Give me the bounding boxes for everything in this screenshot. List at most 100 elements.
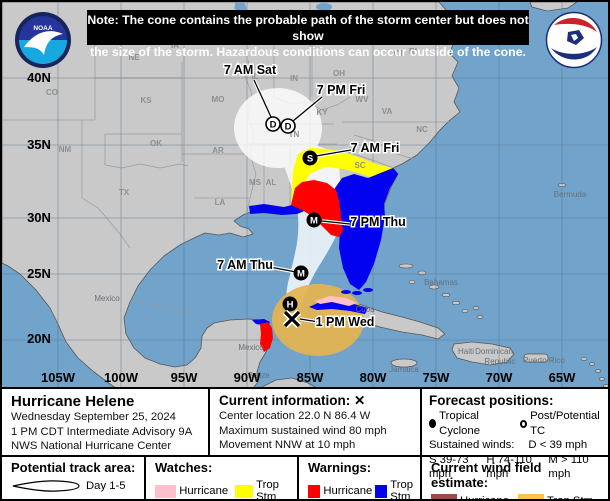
svg-text:Haiti: Haiti [458,347,474,356]
island-puerto-rico [523,353,549,363]
forecast-position-markers: D D S M M H [265,116,322,329]
current-position-marker [282,309,302,329]
movement: Movement NNW at 10 mph [219,439,356,452]
warnings-title: Warnings: [308,460,372,475]
svg-text:100W: 100W [104,370,139,385]
svg-text:20N: 20N [27,331,51,346]
ts-warning-area-panhandle [249,203,307,215]
svg-text:AR: AR [212,146,224,155]
nws-logo: National Weather Service [545,11,603,69]
wind-field-section: Current wind field estimate: Hurricane T… [420,457,608,499]
svg-text:OH: OH [333,69,345,78]
svg-text:MO: MO [212,95,225,104]
wind-field-title: Current wind field estimate: [431,460,542,490]
svg-text:SC: SC [354,161,365,170]
svg-text:KY: KY [316,108,328,117]
wind-category-s: S 39-73 mph [429,453,469,481]
ts-warning-swatch [374,484,388,498]
nws-logo-graphic: National Weather Service [545,11,603,69]
svg-text:7 AM Thu: 7 AM Thu [217,258,273,272]
max-wind: Maximum sustained wind 80 mph [219,424,387,437]
current-info-section: Current information: ✕ Center location 2… [208,389,420,455]
ts-watch-label: Trop Stm [256,479,279,501]
svg-text:70W: 70W [486,370,513,385]
watches-items: Hurricane Trop Stm [155,479,291,501]
svg-text:NM: NM [59,145,72,154]
lake-ontario [316,3,332,11]
issuing-agency: NWS National Hurricane Center [11,440,172,453]
islands-bahamas [398,263,484,319]
marker-post-tc-sat [265,116,281,132]
hurricane-watch-cuba [315,296,357,306]
svg-text:80W: 80W [360,370,387,385]
ts-warning-area-florida [332,168,398,290]
noaa-seagull-icon [24,31,63,55]
sustained-winds-label: Sustained winds: [429,439,515,452]
post-potential-tc-icon [519,419,528,428]
svg-text:TN: TN [289,130,300,139]
island-jamaica [390,358,418,368]
svg-text:1 PM Wed: 1 PM Wed [316,315,375,329]
hurricane-wind-field-label: Hurricane [460,494,509,501]
svg-text:S: S [307,154,313,165]
ts-watch-area-georgia [291,148,393,208]
advisory-date: Wednesday September 25, 2024 [11,411,176,423]
svg-text:Jamaica: Jamaica [389,365,419,374]
storm-info-section: Hurricane Helene Wednesday September 25,… [2,389,208,455]
center-location: Center location 22.0 N 86.4 W [219,410,371,422]
svg-text:Bermuda: Bermuda [554,190,587,199]
wind-category-h: H 74-110 mph [486,453,532,481]
hurricane-wind-field-swatch [431,494,457,499]
svg-text:LA: LA [215,198,226,207]
marker-post-tc-fri-pm [280,118,296,134]
noaa-logo: NOAA [14,11,72,69]
current-info-title-text: Current information: [219,393,351,408]
potential-track-area-title: Potential track area: [11,460,136,475]
callout-lines [252,79,352,324]
hurricane-warning-label: Hurricane [323,485,373,497]
nws-logo-blue-swoosh [551,47,597,60]
svg-text:85W: 85W [297,370,324,385]
ts-warning-label: Trop Stm [390,479,414,501]
svg-text:30N: 30N [27,210,51,225]
warnings-section: Warnings: Hurricane Trop Stm [297,457,420,499]
land-northeast [529,2,578,12]
svg-text:Dominican: Dominican [475,347,513,356]
hurricane-warning-swatch [308,484,321,498]
note-line1: Note: The cone contains the probable pat… [87,13,529,43]
svg-text:WV: WV [356,95,370,104]
wind-category-d: D < 39 mph [528,439,588,452]
post-potential-tc-label: Post/Potential TC [530,410,600,437]
svg-text:Belize: Belize [248,371,270,380]
tropical-cyclone-icon [429,419,437,429]
svg-text:7 AM Fri: 7 AM Fri [351,141,400,155]
info-panel: Hurricane Helene Wednesday September 25,… [2,387,608,480]
advisory-number: 1 PM CDT Intermediate Advisory 9A [11,425,193,438]
svg-text:Mexico: Mexico [238,343,264,352]
ts-warning-keys [341,288,373,295]
legend-panel: Potential track area: Day 1-5 Watches: H… [2,455,608,499]
marker-major-thu-pm [306,212,322,228]
marker-hurricane [282,296,298,312]
hurricane-warning-yucatan [260,322,273,352]
current-info-title: Current information: ✕ [219,393,412,409]
warnings-items: Hurricane Trop Stm [308,479,414,501]
svg-text:IL: IL [251,72,258,81]
lat-labels: 40N 35N 30N 25N 20N [27,70,51,346]
svg-text:7 PM Thu: 7 PM Thu [350,215,406,229]
land-mainland [2,2,461,387]
svg-text:Bahamas: Bahamas [424,278,458,287]
current-position-x-icon: ✕ [354,393,366,408]
svg-text:Mexico: Mexico [94,294,120,303]
svg-text:Republic: Republic [484,357,515,366]
svg-text:H: H [287,300,294,311]
svg-text:M: M [310,216,318,227]
forecast-positions-title: Forecast positions: [429,393,554,408]
svg-text:OK: OK [150,139,162,148]
svg-text:105W: 105W [41,370,76,385]
cone-icon [12,480,80,492]
storm-name: Hurricane Helene [11,393,135,410]
svg-text:35N: 35N [27,137,51,152]
svg-text:7 AM Sat: 7 AM Sat [224,63,277,77]
